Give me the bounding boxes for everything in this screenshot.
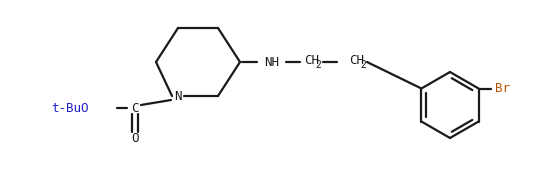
Text: NH: NH [265, 56, 279, 68]
Text: C: C [131, 101, 139, 115]
Text: 2: 2 [315, 60, 321, 70]
Text: N: N [174, 90, 182, 102]
Text: CH: CH [349, 55, 364, 67]
Text: Br: Br [495, 82, 510, 95]
Text: CH: CH [304, 55, 319, 67]
Text: t-BuO: t-BuO [51, 101, 89, 115]
Text: 2: 2 [360, 60, 366, 70]
Text: O: O [131, 133, 139, 145]
